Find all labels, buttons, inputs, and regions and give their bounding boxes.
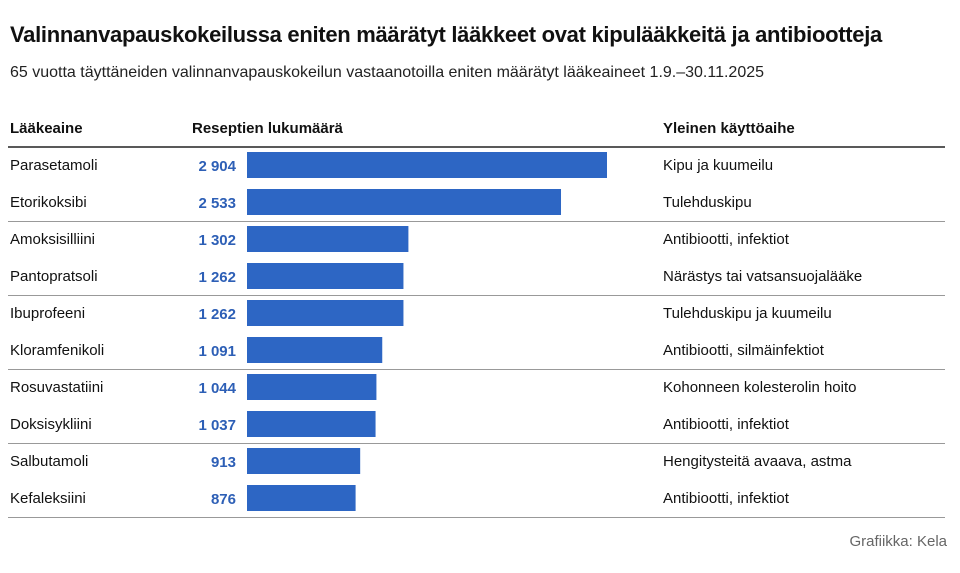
bar-1	[247, 152, 607, 178]
column-header-drug: Lääkeaine	[10, 120, 83, 137]
column-header-usage: Yleinen käyttöaihe	[663, 120, 795, 137]
usage-1: Kipu ja kuumeilu	[663, 157, 773, 174]
usage-10: Antibiootti, infektiot	[663, 490, 790, 507]
bar-3	[247, 226, 409, 252]
bar-9	[247, 448, 361, 474]
usage-8: Antibiootti, infektiot	[663, 416, 790, 433]
drug-name-5: Ibuprofeeni	[10, 305, 85, 322]
drug-name-6: Kloramfenikoli	[10, 342, 104, 359]
value-label-2: 2 533	[198, 195, 236, 212]
bar-4	[247, 263, 404, 289]
value-label-6: 1 091	[198, 343, 236, 360]
value-label-4: 1 262	[198, 269, 236, 286]
usage-9: Hengitysteitä avaava, astma	[663, 453, 852, 470]
drug-name-3: Amoksisilliini	[10, 231, 95, 248]
usage-7: Kohonneen kolesterolin hoito	[663, 379, 856, 396]
chart-subtitle: 65 vuotta täyttäneiden valinnanvapauskok…	[10, 64, 765, 81]
chart-title: Valinnanvapauskokeilussa eniten määrätyt…	[10, 22, 882, 47]
drug-name-8: Doksisykliini	[10, 416, 92, 433]
bar-2	[247, 189, 562, 215]
bar-8	[247, 411, 376, 437]
bar-5	[247, 300, 404, 326]
bar-10	[247, 485, 356, 511]
value-label-1: 2 904	[198, 158, 236, 175]
value-label-7: 1 044	[198, 380, 236, 397]
bar-6	[247, 337, 383, 363]
value-label-3: 1 302	[198, 232, 236, 249]
drug-name-9: Salbutamoli	[10, 453, 88, 470]
drug-name-2: Etorikoksibi	[10, 194, 87, 211]
usage-3: Antibiootti, infektiot	[663, 231, 790, 248]
usage-6: Antibiootti, silmäinfektiot	[663, 342, 825, 359]
value-label-8: 1 037	[198, 417, 236, 434]
source-credit: Grafiikka: Kela	[849, 533, 947, 550]
value-label-10: 876	[211, 491, 236, 508]
value-label-9: 913	[211, 454, 236, 471]
drug-name-4: Pantopratsoli	[10, 268, 98, 285]
usage-2: Tulehduskipu	[663, 194, 752, 211]
drug-name-10: Kefaleksiini	[10, 490, 86, 507]
value-label-5: 1 262	[198, 306, 236, 323]
drug-name-1: Parasetamoli	[10, 157, 98, 174]
bar-7	[247, 374, 377, 400]
usage-5: Tulehduskipu ja kuumeilu	[663, 305, 832, 322]
drug-name-7: Rosuvastatiini	[10, 379, 103, 396]
usage-4: Närästys tai vatsansuojalääke	[663, 268, 862, 285]
column-header-prescriptions: Reseptien lukumäärä	[192, 120, 343, 137]
